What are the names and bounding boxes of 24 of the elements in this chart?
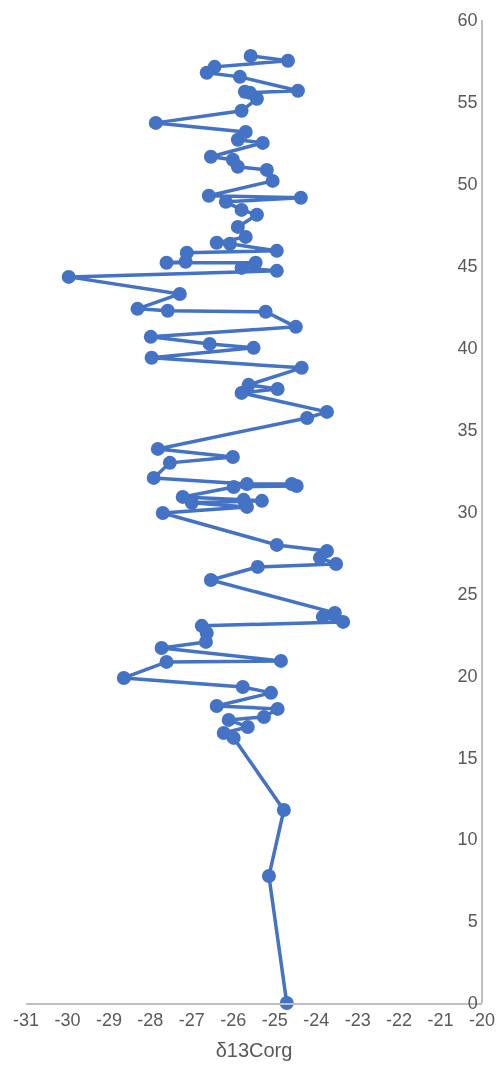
- x-tick-label: -27: [178, 1010, 205, 1031]
- x-tick-label: -22: [386, 1010, 413, 1031]
- y-tick-label: 45: [457, 256, 478, 277]
- x-tick-label: -26: [220, 1010, 247, 1031]
- y-tick-label: 10: [457, 829, 478, 850]
- x-tick-label: -25: [261, 1010, 288, 1031]
- x-tick-label: -24: [303, 1010, 330, 1031]
- x-tick-label: -21: [427, 1010, 454, 1031]
- x-tick-label: -28: [137, 1010, 164, 1031]
- x-tick-label: -30: [54, 1010, 81, 1031]
- y-tick-label: 20: [457, 665, 478, 686]
- y-tick-label: 30: [457, 501, 478, 522]
- y-tick-label: 55: [457, 92, 478, 113]
- x-tick-label: -31: [12, 1010, 40, 1031]
- y-tick-label: 50: [457, 174, 478, 195]
- y-tick-label: 40: [457, 337, 478, 358]
- y-tick-label: 5: [467, 911, 478, 932]
- y-tick-label: 15: [457, 747, 478, 768]
- x-axis-title: δ13Corg: [215, 1039, 293, 1062]
- y-tick-label: 60: [457, 10, 478, 31]
- x-tick-label: -29: [95, 1010, 122, 1031]
- y-tick-label: 35: [457, 419, 478, 440]
- y-tick-label: 25: [457, 583, 478, 604]
- x-tick-label: -23: [344, 1010, 371, 1031]
